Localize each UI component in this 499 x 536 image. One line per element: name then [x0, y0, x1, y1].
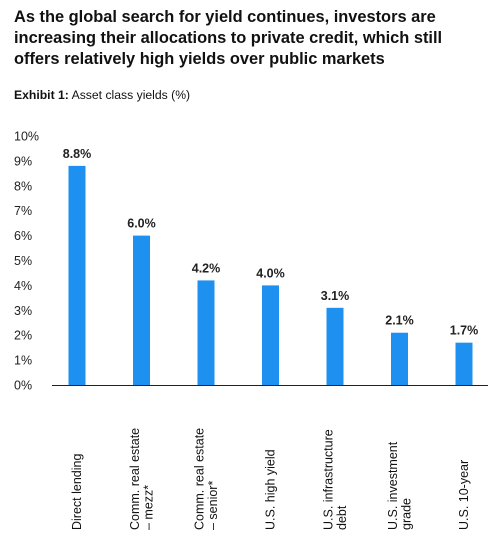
x-tick-label-line: – mezz*	[141, 485, 155, 530]
y-tick-label: 0%	[14, 379, 32, 393]
y-tick-label: 2%	[14, 329, 32, 343]
x-tick-label: U.S. investmentgrade	[386, 441, 414, 530]
bar	[391, 332, 408, 385]
x-tick-label-line: Comm. real estate	[128, 428, 142, 530]
y-tick-label: 1%	[14, 354, 32, 368]
y-tick-label: 4%	[14, 279, 32, 293]
data-label: 6.0%	[127, 217, 156, 231]
exhibit-caption: Exhibit 1: Asset class yields (%)	[14, 88, 190, 102]
bar	[326, 307, 344, 385]
bar	[455, 342, 473, 385]
x-tick-label: Direct lending	[70, 454, 84, 530]
y-tick-label: 8%	[14, 179, 32, 193]
y-tick-label: 7%	[14, 204, 32, 218]
x-tick-label-line: U.S. investment	[386, 441, 400, 530]
x-tick-label-line: grade	[399, 498, 413, 530]
exhibit-title: Asset class yields (%)	[71, 88, 191, 102]
x-tick-label-line: U.S. 10-year	[457, 460, 471, 530]
x-tick-label-line: U.S. infrastructure	[321, 429, 335, 530]
data-label: 1.7%	[450, 324, 479, 338]
bar	[68, 165, 86, 385]
x-tick-label-line: – senior*	[206, 481, 220, 530]
bar	[262, 285, 279, 385]
data-label: 4.0%	[256, 266, 285, 280]
headline: As the global search for yield continues…	[14, 8, 443, 68]
x-tick-label: Comm. real estate– mezz*	[128, 428, 156, 530]
exhibit-label: Exhibit 1:	[14, 88, 69, 102]
bar	[197, 280, 215, 385]
y-tick-label: 3%	[14, 304, 32, 318]
x-tick-label-line: U.S. high yield	[264, 449, 278, 530]
x-tick-label-line: Direct lending	[70, 454, 84, 530]
x-tick-label: U.S. high yield	[264, 449, 278, 530]
data-label: 3.1%	[321, 289, 350, 303]
data-label: 4.2%	[192, 261, 221, 275]
x-tick-label: U.S. 10-year	[457, 460, 471, 530]
y-tick-label: 9%	[14, 154, 32, 168]
y-tick-label: 10%	[14, 130, 39, 144]
bar	[133, 235, 150, 385]
x-tick-label-line: Comm. real estate	[192, 428, 206, 530]
x-tick-label: U.S. infrastructuredebt	[321, 429, 349, 530]
y-tick-label: 5%	[14, 254, 32, 268]
x-tick-label: Comm. real estate– senior*	[192, 428, 220, 530]
data-label: 2.1%	[385, 314, 414, 328]
y-tick-label: 6%	[14, 229, 32, 243]
data-label: 8.8%	[63, 147, 92, 161]
x-tick-label-line: debt	[335, 505, 349, 530]
